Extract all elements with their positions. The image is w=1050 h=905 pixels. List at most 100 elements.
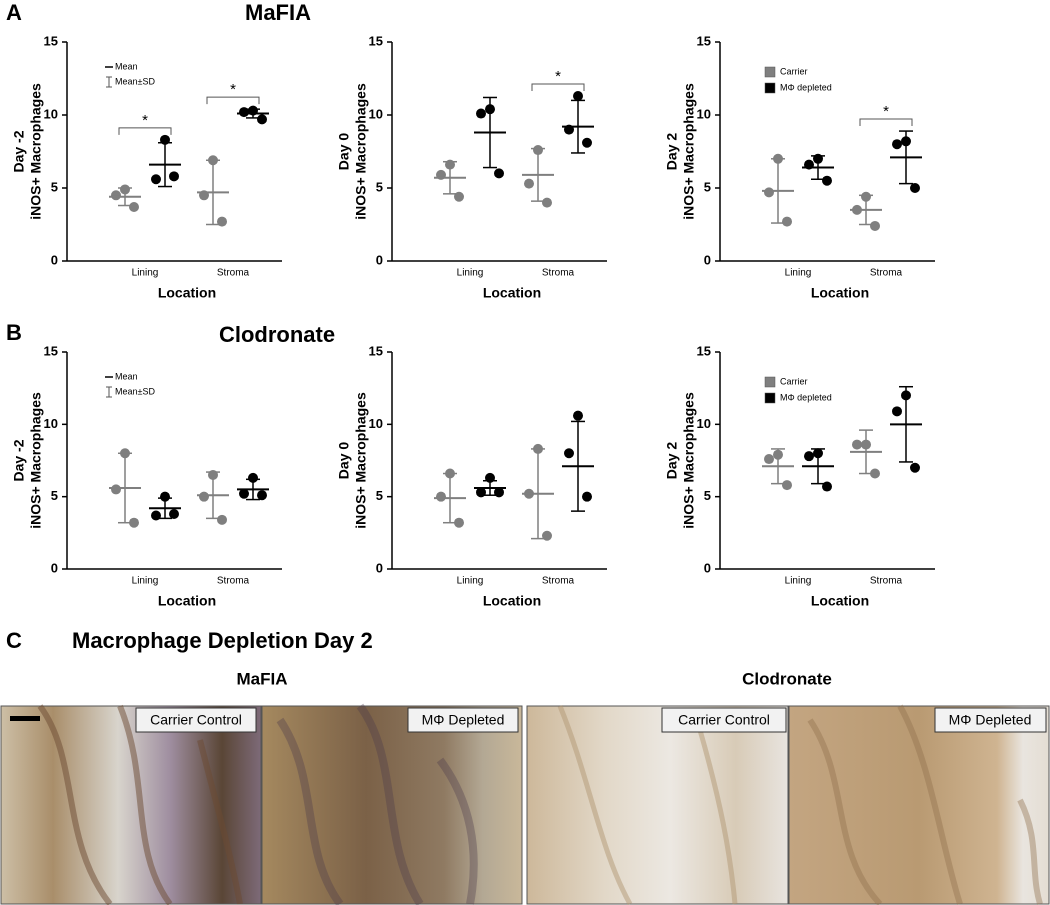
x-tick-label: Stroma bbox=[870, 576, 903, 587]
y-tick-label: 15 bbox=[697, 33, 711, 48]
legend-label: MΦ depleted bbox=[780, 82, 832, 92]
y-tick-label: 10 bbox=[44, 416, 58, 431]
data-point bbox=[208, 469, 218, 480]
data-point bbox=[485, 472, 495, 483]
x-tick-label: Stroma bbox=[870, 268, 903, 279]
x-tick-label: Stroma bbox=[542, 268, 575, 279]
y-axis-label: Day 0 bbox=[336, 133, 352, 171]
x-tick-label: Lining bbox=[132, 268, 159, 279]
data-point bbox=[160, 491, 170, 502]
data-point bbox=[892, 406, 902, 417]
image-label: Carrier Control bbox=[678, 712, 770, 728]
y-tick-label: 0 bbox=[704, 252, 711, 267]
y-axis-label: Day -2 bbox=[11, 130, 27, 172]
micrograph bbox=[261, 705, 523, 905]
data-point bbox=[533, 145, 543, 156]
data-point bbox=[120, 184, 130, 195]
x-axis-label: Location bbox=[811, 285, 869, 301]
y-tick-label: 10 bbox=[697, 416, 711, 431]
data-point bbox=[169, 171, 179, 182]
data-point bbox=[248, 472, 258, 483]
y-tick-label: 0 bbox=[376, 252, 383, 267]
data-point bbox=[257, 114, 267, 125]
data-point bbox=[861, 191, 871, 202]
legend-sd-icon bbox=[106, 76, 112, 88]
y-tick-label: 5 bbox=[51, 488, 58, 503]
significance-label: * bbox=[555, 68, 561, 85]
legend-swatch bbox=[764, 82, 776, 94]
micrograph-group: Carrier Control MΦ Depleted bbox=[526, 704, 1050, 905]
data-point bbox=[160, 134, 170, 145]
x-axis-label: Location bbox=[811, 593, 869, 609]
significance-bracket bbox=[118, 127, 172, 135]
legend-label: Mean bbox=[115, 371, 138, 381]
panel-label: B bbox=[6, 320, 22, 345]
y-axis-label: Day -2 bbox=[11, 439, 27, 481]
data-point bbox=[151, 510, 161, 521]
data-point bbox=[804, 451, 814, 462]
data-point bbox=[111, 190, 121, 201]
y-tick-label: 10 bbox=[44, 106, 58, 121]
data-point bbox=[208, 155, 218, 166]
y-axis-label: Day 0 bbox=[336, 442, 352, 480]
legend-label: Mean bbox=[115, 61, 138, 71]
x-tick-label: Lining bbox=[457, 576, 484, 587]
x-tick-label: Lining bbox=[457, 268, 484, 279]
data-point bbox=[870, 468, 880, 479]
data-point bbox=[813, 153, 823, 164]
y-tick-label: 10 bbox=[369, 416, 383, 431]
data-point bbox=[542, 530, 552, 541]
legend-swatch bbox=[764, 392, 776, 404]
texture bbox=[557, 705, 738, 905]
data-point bbox=[217, 514, 227, 525]
data-point bbox=[436, 491, 446, 502]
significance-bracket bbox=[206, 96, 260, 105]
group-title: MaFIA bbox=[237, 669, 288, 688]
legend-label: Mean±SD bbox=[115, 386, 155, 396]
significance-bracket bbox=[859, 118, 913, 127]
image-label: Carrier Control bbox=[150, 712, 242, 728]
data-point bbox=[120, 448, 130, 459]
legend-label: Carrier bbox=[780, 66, 808, 76]
data-point bbox=[822, 175, 832, 186]
data-point bbox=[822, 481, 832, 492]
x-axis-label: Location bbox=[483, 593, 541, 609]
data-point bbox=[111, 484, 121, 495]
y-axis-label: iNOS+ Macrophages bbox=[681, 83, 697, 220]
image-label: MΦ Depleted bbox=[422, 712, 505, 728]
micrograph bbox=[526, 705, 789, 905]
label-box bbox=[135, 707, 257, 733]
significance-label: * bbox=[883, 103, 889, 120]
panel-title: MaFIA bbox=[245, 0, 311, 25]
y-tick-label: 10 bbox=[369, 106, 383, 121]
data-point bbox=[564, 448, 574, 459]
legend-label: Mean±SD bbox=[115, 76, 155, 86]
data-point bbox=[573, 410, 583, 421]
data-point bbox=[764, 187, 774, 198]
scale-bar bbox=[10, 716, 40, 721]
y-axis-label: iNOS+ Macrophages bbox=[353, 392, 369, 529]
y-tick-label: 5 bbox=[376, 179, 383, 194]
y-axis-label: Day 2 bbox=[664, 133, 680, 171]
data-point bbox=[910, 462, 920, 473]
data-point bbox=[782, 216, 792, 227]
y-tick-label: 15 bbox=[44, 33, 58, 48]
y-tick-label: 0 bbox=[51, 560, 58, 575]
y-tick-label: 15 bbox=[44, 343, 58, 358]
data-point bbox=[870, 220, 880, 231]
chart: 0 5 10 15 Day -2 iNOS+ Macrophages Location Lin… bbox=[11, 33, 282, 301]
label-box bbox=[661, 707, 787, 733]
data-point bbox=[773, 449, 783, 460]
y-axis-label: iNOS+ Macrophages bbox=[28, 392, 44, 529]
y-axis-label: iNOS+ Macrophages bbox=[681, 392, 697, 529]
x-axis-label: Location bbox=[483, 285, 541, 301]
panel-label: C bbox=[6, 628, 22, 653]
data-point bbox=[476, 108, 486, 119]
data-point bbox=[485, 104, 495, 115]
data-point bbox=[454, 517, 464, 528]
legend-swatch bbox=[764, 66, 776, 78]
data-point bbox=[582, 137, 592, 148]
data-point bbox=[445, 159, 455, 170]
y-tick-label: 0 bbox=[704, 560, 711, 575]
data-point bbox=[494, 168, 504, 179]
